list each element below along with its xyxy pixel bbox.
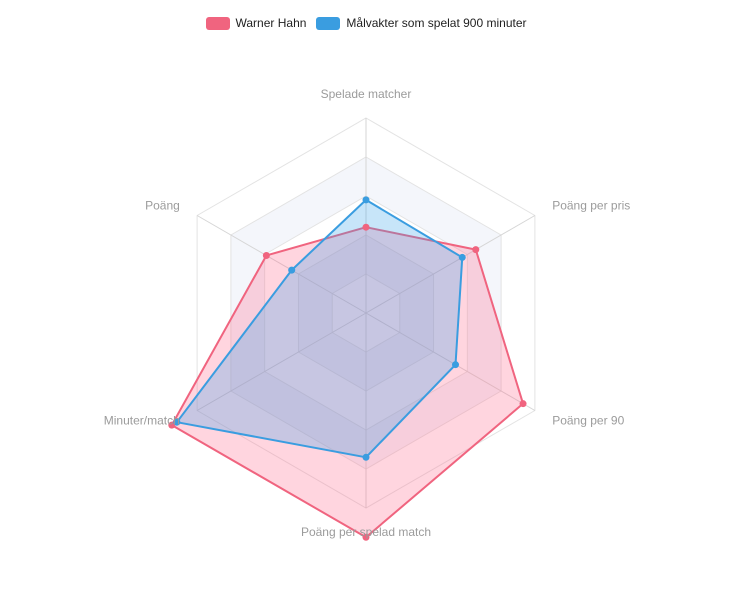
series-1-point-4[interactable] — [362, 533, 370, 541]
axis-label-1: Spelade matcher — [321, 87, 412, 101]
radar-axes — [196, 118, 536, 508]
legend-swatch-series-1 — [205, 16, 230, 30]
series-2-point-5[interactable] — [173, 418, 181, 426]
series-2-point-2[interactable] — [458, 253, 466, 261]
legend-item-series-1[interactable]: Warner Hahn — [205, 16, 307, 30]
legend-swatch-series-2 — [316, 16, 341, 30]
axis-label-5: Minuter/match — [104, 414, 180, 428]
legend-label-series-2: Målvakter som spelat 900 minuter — [346, 16, 527, 30]
axis-label-6: Poäng — [145, 199, 180, 213]
axis-line-2 — [365, 215, 536, 314]
series-1-point-6[interactable] — [262, 251, 270, 259]
series-2-point-4[interactable] — [362, 453, 370, 461]
series-1-point-1[interactable] — [362, 223, 370, 231]
radar-axis-labels: Spelade matcher Poäng per pris Poäng per 9… — [104, 87, 630, 539]
axis-line-3 — [365, 312, 536, 411]
axis-label-4: Poäng per spelad match — [301, 525, 431, 539]
series-1-point-2[interactable] — [472, 246, 480, 254]
axis-line-5 — [196, 312, 367, 411]
series-2-point-6[interactable] — [288, 266, 296, 274]
series-1-point-3[interactable] — [519, 400, 527, 408]
axis-line-6 — [196, 215, 367, 314]
series-2-point-3[interactable] — [452, 361, 460, 369]
axis-label-2: Poäng per pris — [552, 199, 630, 213]
radar-series — [168, 196, 527, 541]
legend-item-series-2[interactable]: Målvakter som spelat 900 minuter — [316, 16, 527, 30]
axis-label-3: Poäng per 90 — [552, 414, 624, 428]
legend-label-series-1: Warner Hahn — [235, 16, 307, 30]
series-1-point-5[interactable] — [168, 421, 176, 429]
legend: Warner Hahn Målvakter som spelat 900 min… — [0, 16, 732, 30]
series-2-point-1[interactable] — [362, 196, 370, 204]
